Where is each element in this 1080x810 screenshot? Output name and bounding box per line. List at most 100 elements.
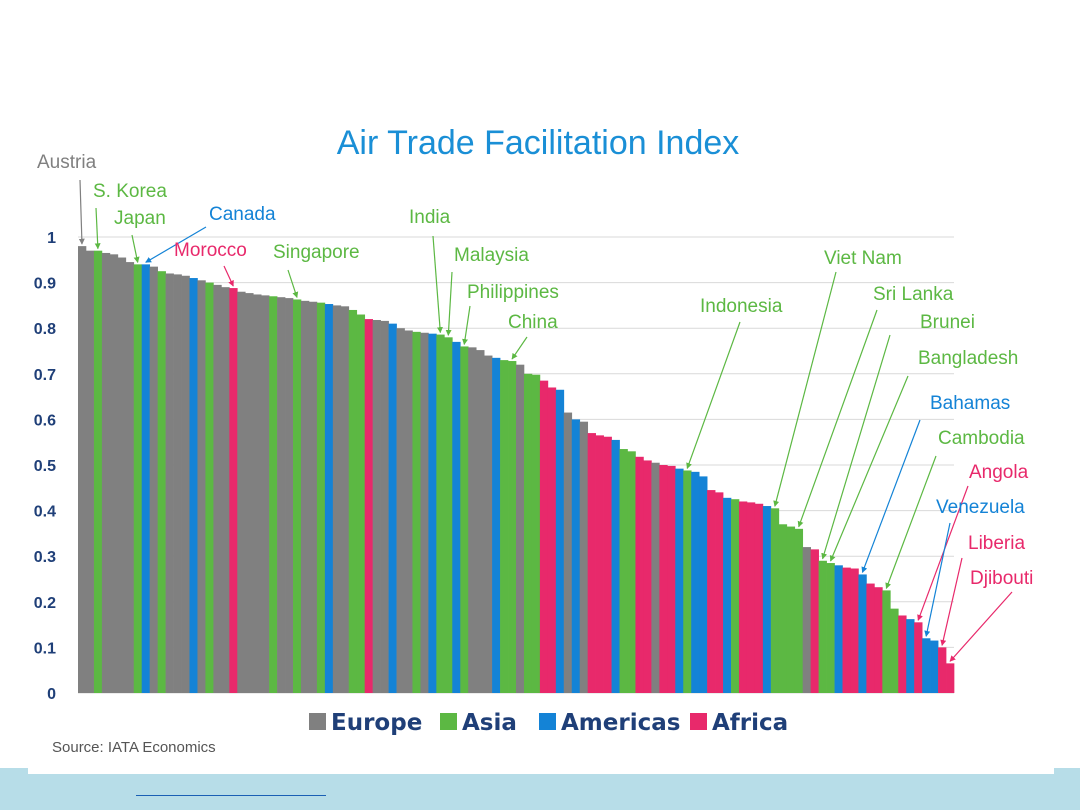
callout-label: India bbox=[409, 207, 451, 228]
bar-77 bbox=[683, 470, 692, 693]
y-tick-label: 0.4 bbox=[34, 504, 56, 521]
bar-58 bbox=[531, 374, 541, 693]
callout-label: Philippines bbox=[467, 282, 559, 303]
bar-59 bbox=[539, 380, 549, 693]
callout-arrow bbox=[797, 309, 878, 528]
callout-label: China bbox=[508, 312, 558, 333]
callout-label: S. Korea bbox=[93, 181, 167, 202]
bar-100 bbox=[866, 583, 875, 693]
bar-37 bbox=[364, 319, 373, 693]
bar-85 bbox=[746, 502, 756, 693]
bar-26 bbox=[277, 297, 286, 693]
callout-label: Bahamas bbox=[930, 393, 1010, 414]
bar-34 bbox=[340, 306, 350, 693]
bar-12 bbox=[165, 273, 174, 693]
y-tick-label: 0.7 bbox=[34, 367, 56, 384]
bar-110 bbox=[946, 663, 955, 693]
callout-label: Cambodia bbox=[938, 428, 1025, 449]
bar-109 bbox=[938, 647, 947, 693]
callout-label: Malaysia bbox=[454, 245, 529, 266]
bar-24 bbox=[261, 295, 270, 693]
bar-51 bbox=[476, 350, 485, 693]
callout-arrow bbox=[885, 455, 937, 589]
bar-17 bbox=[205, 282, 214, 693]
bar-6 bbox=[117, 257, 127, 693]
y-tick-label: 0.1 bbox=[34, 640, 56, 657]
bar-42 bbox=[404, 330, 413, 693]
bar-89 bbox=[778, 524, 788, 693]
bar-96 bbox=[834, 565, 843, 693]
bar-62 bbox=[563, 412, 573, 693]
y-axis-ticks: 0 0.1 0.2 0.3 0.4 0.5 0.6 0.7 0.8 0.9 1 bbox=[34, 230, 56, 703]
bar-47 bbox=[444, 337, 453, 693]
bar-27 bbox=[285, 298, 294, 693]
callout-arrow bbox=[940, 557, 963, 646]
legend-swatch bbox=[690, 713, 707, 730]
bar-91 bbox=[794, 528, 804, 693]
bar-67 bbox=[603, 436, 612, 693]
legend-swatch bbox=[440, 713, 457, 730]
bar-87 bbox=[762, 506, 772, 693]
bar-68 bbox=[611, 439, 620, 693]
bar-35 bbox=[348, 309, 358, 693]
bar-7 bbox=[125, 262, 135, 693]
annotations: Austria S. Korea Japan Canada Morocco Singapo… bbox=[37, 152, 1033, 662]
callout-label: Sri Lanka bbox=[873, 284, 954, 305]
bar-97 bbox=[842, 567, 851, 693]
bar-9 bbox=[141, 264, 151, 693]
bar-2 bbox=[85, 250, 95, 693]
bar-4 bbox=[101, 252, 111, 693]
callout-label: Morocco bbox=[174, 240, 247, 261]
callout-label: Bangladesh bbox=[918, 348, 1018, 369]
y-tick-label: 1 bbox=[47, 230, 56, 247]
bar-88 bbox=[770, 508, 780, 693]
bar-50 bbox=[468, 347, 477, 693]
footer-divider bbox=[28, 768, 1054, 774]
legend-label: Americas bbox=[561, 710, 680, 736]
callout-label: Singapore bbox=[273, 242, 360, 263]
source-note: Source: IATA Economics bbox=[52, 739, 216, 756]
bar-72 bbox=[643, 460, 652, 693]
bar-11 bbox=[157, 271, 166, 693]
bar-102 bbox=[882, 590, 891, 693]
y-tick-label: 0 bbox=[47, 686, 56, 703]
bar-33 bbox=[332, 305, 342, 693]
bar-28 bbox=[293, 299, 302, 693]
bar-70 bbox=[627, 451, 636, 693]
bar-23 bbox=[253, 294, 262, 693]
bar-3 bbox=[93, 250, 103, 693]
callout-arrow bbox=[94, 207, 101, 250]
y-tick-label: 0.8 bbox=[34, 321, 56, 338]
callout-arrow bbox=[511, 336, 528, 360]
legend-label: Africa bbox=[712, 710, 788, 736]
bar-20 bbox=[229, 288, 238, 693]
bar-21 bbox=[237, 291, 246, 693]
bar-46 bbox=[436, 334, 445, 693]
bar-55 bbox=[508, 361, 517, 693]
bar-61 bbox=[555, 389, 565, 693]
bar-39 bbox=[380, 320, 389, 693]
bar-76 bbox=[675, 468, 684, 693]
callout-arrow bbox=[78, 179, 85, 245]
callout-arrow bbox=[145, 226, 207, 263]
chart-title: Air Trade Facilitation Index bbox=[337, 124, 740, 162]
bar-41 bbox=[396, 328, 405, 693]
bar-92 bbox=[802, 547, 811, 693]
legend: Europe Asia Americas Africa bbox=[309, 710, 788, 736]
callout-label: Canada bbox=[209, 204, 276, 225]
bar-64 bbox=[579, 421, 589, 693]
bar-84 bbox=[738, 501, 748, 693]
callout-label: Liberia bbox=[968, 533, 1025, 554]
bar-83 bbox=[731, 499, 740, 693]
callout-arrow bbox=[773, 271, 837, 507]
bar-29 bbox=[300, 300, 310, 693]
bar-78 bbox=[691, 471, 700, 693]
callout-label: Viet Nam bbox=[824, 248, 902, 269]
bar-79 bbox=[699, 476, 708, 693]
bar-69 bbox=[619, 449, 628, 693]
callout-arrow bbox=[223, 265, 234, 287]
callout-label: Indonesia bbox=[700, 296, 783, 317]
callout-arrow bbox=[821, 334, 891, 560]
bar-56 bbox=[516, 364, 525, 693]
legend-label: Asia bbox=[462, 710, 517, 736]
